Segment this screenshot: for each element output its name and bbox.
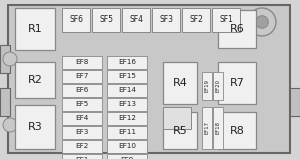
Bar (163, 62, 197, 104)
Text: SF2: SF2 (189, 15, 203, 24)
Text: SF5: SF5 (99, 15, 113, 24)
Bar (163, 112, 197, 149)
Bar (290, 88, 300, 116)
Text: EF9: EF9 (120, 158, 134, 159)
Bar (218, 10, 256, 48)
Bar (182, 8, 210, 32)
Bar (15, 105, 55, 149)
Bar (15, 62, 55, 98)
Bar (92, 8, 120, 32)
Bar (62, 70, 102, 83)
Text: EF14: EF14 (118, 87, 136, 93)
Bar (202, 72, 212, 100)
Bar (218, 62, 256, 104)
Text: EF13: EF13 (118, 101, 136, 107)
Bar (62, 56, 102, 69)
Text: SF3: SF3 (159, 15, 173, 24)
Text: R7: R7 (230, 78, 244, 88)
Bar (107, 70, 147, 83)
Text: EF8: EF8 (75, 59, 89, 66)
Text: R2: R2 (28, 75, 42, 85)
Text: EF1: EF1 (75, 158, 89, 159)
Text: EF6: EF6 (75, 87, 89, 93)
Text: EF4: EF4 (75, 115, 89, 121)
Bar (107, 112, 147, 125)
Bar (107, 154, 147, 159)
Bar (218, 112, 256, 149)
Circle shape (256, 16, 268, 28)
Bar (62, 112, 102, 125)
Text: EF12: EF12 (118, 115, 136, 121)
Text: SF6: SF6 (69, 15, 83, 24)
Bar (202, 107, 212, 149)
Text: EF7: EF7 (75, 73, 89, 80)
Bar (62, 84, 102, 97)
Bar (0, 45, 10, 73)
Text: R6: R6 (230, 24, 244, 34)
Bar (62, 8, 90, 32)
Bar (107, 98, 147, 111)
Text: EF15: EF15 (118, 73, 136, 80)
Bar (15, 8, 55, 50)
Text: R5: R5 (172, 125, 188, 135)
Bar (107, 126, 147, 139)
Text: EF19: EF19 (205, 80, 209, 93)
Bar (62, 98, 102, 111)
Text: SF1: SF1 (219, 15, 233, 24)
Bar (107, 84, 147, 97)
Text: EF18: EF18 (215, 121, 220, 135)
Text: EF11: EF11 (118, 129, 136, 135)
Bar (107, 140, 147, 153)
Bar (62, 140, 102, 153)
Circle shape (248, 8, 276, 36)
Bar (152, 8, 180, 32)
Text: EF3: EF3 (75, 129, 89, 135)
Text: R1: R1 (28, 24, 42, 34)
Bar (62, 154, 102, 159)
Bar (212, 8, 240, 32)
Text: R8: R8 (230, 125, 244, 135)
Text: EF17: EF17 (205, 121, 209, 135)
Bar (213, 72, 223, 100)
Text: EF20: EF20 (215, 80, 220, 93)
Text: R4: R4 (172, 78, 188, 88)
Text: EF2: EF2 (75, 144, 89, 149)
Text: EF10: EF10 (118, 144, 136, 149)
Circle shape (3, 118, 17, 132)
Text: R3: R3 (28, 122, 42, 132)
Circle shape (3, 52, 17, 66)
Text: SF4: SF4 (129, 15, 143, 24)
Bar (213, 107, 223, 149)
Bar (0, 88, 10, 116)
Bar (62, 126, 102, 139)
Bar (107, 56, 147, 69)
Bar (163, 107, 191, 129)
Text: EF5: EF5 (75, 101, 89, 107)
Text: EF16: EF16 (118, 59, 136, 66)
Bar (122, 8, 150, 32)
